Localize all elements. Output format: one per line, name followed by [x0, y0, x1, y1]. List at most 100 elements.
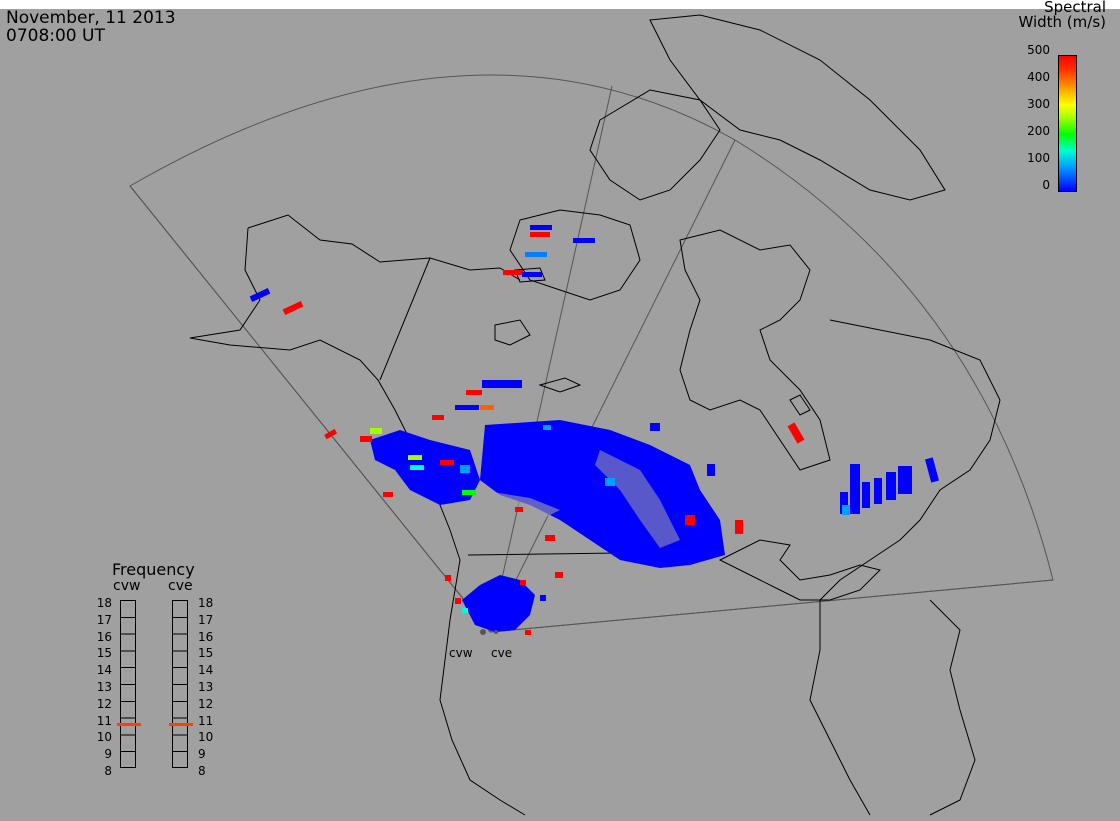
site-label-cve: cve: [491, 646, 513, 660]
frequency-tick-left: 14: [96, 663, 112, 678]
site-label-cvw: cvw: [449, 646, 473, 660]
colorbar-tick: 0: [1042, 178, 1050, 192]
echo-cell: [886, 472, 896, 500]
frequency-tick-right: 18: [198, 596, 214, 610]
echo-cell: [787, 422, 805, 444]
coastlines: [189, 14, 1001, 816]
echo-cell: [249, 288, 271, 302]
echo-cell: [525, 252, 547, 257]
frequency-tick-left: 10: [96, 730, 112, 745]
echo-cell: [282, 301, 304, 315]
colorbar: [1058, 55, 1077, 192]
echo-cell: [850, 464, 860, 514]
time-text: 0708:00 UT: [6, 26, 105, 46]
echo-cell: [840, 492, 848, 514]
echo-cell: [543, 425, 551, 430]
frequency-tick-right: 10: [198, 730, 214, 745]
frequency-title: Frequency: [112, 560, 195, 579]
echo-cell: [898, 466, 912, 494]
frequency-tick-left: 11: [96, 713, 112, 728]
echo-cell: [503, 270, 523, 275]
echo-cell: [455, 598, 461, 604]
date-time-label: November, 11 2013 0708:00 UT: [6, 9, 176, 45]
frequency-bar-cve: [172, 600, 188, 768]
echo-cell: [685, 515, 695, 525]
colorbar-title-line2: Width (m/s): [1018, 13, 1106, 31]
colorbar-tick: 500: [1027, 43, 1050, 57]
echo-cell: [650, 423, 660, 431]
colorbar-title-line1: Spectral: [1044, 0, 1106, 16]
colorbar-tick: 400: [1027, 70, 1050, 84]
frequency-tick-right: 11: [198, 713, 214, 728]
frequency-tick-left: 9: [104, 747, 112, 762]
echo-cell: [874, 478, 882, 504]
frequency-marker-cve: [169, 723, 193, 727]
frequency-tick-left: 8: [104, 764, 112, 778]
echo-cell: [862, 482, 870, 508]
echo-region: [462, 575, 535, 632]
echo-cell: [573, 238, 595, 243]
echo-cell: [520, 580, 526, 585]
echo-region: [480, 420, 725, 568]
echo-cell: [515, 507, 523, 512]
frequency-tick-right: 16: [198, 629, 214, 644]
echo-cell: [482, 380, 522, 388]
echo-cell: [460, 465, 470, 473]
echo-cell: [324, 428, 338, 440]
frequency-tick-right: 15: [198, 646, 214, 661]
frequency-tick-right: 8: [198, 764, 206, 778]
frequency-bar-cvw: [120, 600, 136, 768]
top-border: [0, 0, 1120, 9]
echo-cell: [408, 455, 422, 460]
frequency-radar-label: cvw: [113, 578, 141, 594]
echo-cell: [842, 505, 850, 515]
site-marker-cve: [494, 630, 498, 634]
colorbar-tick: 300: [1027, 97, 1050, 111]
echo-cell: [707, 464, 715, 476]
frequency-tick-right: 17: [198, 612, 214, 627]
date-text: November, 11 2013: [6, 8, 176, 28]
echo-cell: [383, 492, 393, 497]
echo-cell: [545, 535, 555, 541]
echo-cell: [432, 415, 444, 420]
echo-cell: [445, 575, 451, 581]
frequency-tick-left: 13: [96, 680, 112, 694]
frequency-tick-right: 12: [198, 696, 214, 711]
field-of-view: [129, 74, 1054, 633]
site-marker-cvw: [480, 629, 486, 635]
echo-cell: [735, 520, 743, 534]
echo-cell: [540, 595, 546, 601]
radar-echoes: [249, 225, 939, 635]
frequency-marker-cvw: [117, 723, 141, 727]
colorbar-title: Spectral Width (m/s): [1018, 0, 1106, 30]
colorbar-tick: 100: [1027, 151, 1050, 165]
echo-cell: [530, 232, 550, 237]
frequency-tick-left: 17: [96, 612, 112, 627]
frequency-tick-left: 18: [96, 596, 112, 610]
echo-cell: [440, 460, 454, 465]
echo-cell: [360, 436, 372, 442]
echo-cell: [522, 272, 542, 277]
echo-cell: [530, 225, 552, 230]
echo-cell: [466, 390, 482, 395]
frequency-radar-label: cve: [168, 578, 193, 594]
frequency-tick-right: 9: [198, 747, 206, 762]
echo-cell: [462, 608, 468, 613]
colorbar-tick: 200: [1027, 124, 1050, 138]
echo-cell: [410, 465, 424, 470]
echo-cell: [370, 428, 382, 434]
echo-cell: [925, 457, 939, 483]
echo-cell: [455, 405, 479, 410]
frequency-tick-left: 12: [96, 696, 112, 711]
echo-cell: [480, 405, 494, 410]
echo-region: [370, 430, 480, 505]
echo-cell: [605, 478, 615, 486]
frequency-tick-right: 13: [198, 680, 214, 694]
echo-cell: [555, 572, 563, 578]
echo-region: [480, 490, 560, 520]
echo-region: [595, 450, 680, 548]
frequency-tick-right: 14: [198, 663, 214, 678]
frequency-tick-left: 16: [96, 629, 112, 644]
echo-cell: [525, 630, 531, 635]
